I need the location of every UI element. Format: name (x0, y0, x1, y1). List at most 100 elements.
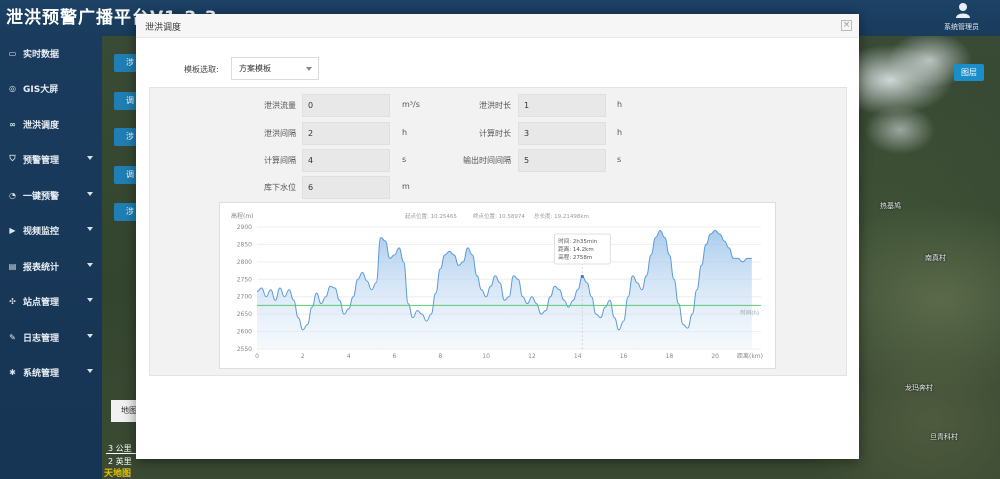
link-icon: ∞ (9, 119, 16, 129)
field-unit: m (402, 182, 410, 191)
chart-header-total: 总长度: 19.21498km (534, 212, 589, 220)
sidebar-item-label: GIS大屏 (23, 84, 59, 95)
x-tick-label: 8 (438, 353, 442, 360)
map-scale-bar (106, 453, 136, 454)
x-axis-label: 距离(km) (737, 352, 763, 360)
chevron-down-icon (87, 192, 93, 196)
water-level-label: 时间(h) (740, 308, 759, 316)
user-avatar-icon[interactable] (954, 1, 972, 19)
chevron-down-icon (306, 67, 312, 71)
log-icon: ✎ (9, 332, 16, 342)
x-tick-label: 18 (666, 353, 674, 360)
y-tick-label: 2600 (237, 329, 252, 336)
chevron-down-icon (87, 227, 93, 231)
sidebar-item-label: 实时数据 (23, 49, 60, 60)
x-tick-label: 2 (301, 353, 305, 360)
field-unit: h (617, 100, 623, 109)
duration-input[interactable]: 1 (518, 94, 606, 117)
field-label-calc-interval: 计算间隔 (264, 156, 296, 165)
template-select-value: 方案模板 (239, 64, 271, 73)
y-axis-label: 高程(m) (231, 212, 254, 220)
sidebar-item-label: 日志管理 (23, 333, 60, 344)
user-name[interactable]: 系统管理员 (944, 23, 979, 31)
sidebar-item[interactable]: ✱ 系统管理 (0, 362, 102, 382)
x-tick-label: 16 (620, 353, 628, 360)
field-label-duration: 泄洪时长 (479, 101, 511, 110)
sidebar (0, 0, 102, 479)
output-interval-input[interactable]: 5 (518, 149, 606, 172)
dialog-header: 泄洪调度 × (136, 14, 859, 38)
params-panel: 泄洪流量 0 m³/s 泄洪时长 1 h 泄洪间隔 2 h 计算时长 3 h 计… (149, 87, 847, 376)
x-tick-label: 10 (482, 353, 490, 360)
sidebar-item[interactable]: ▤ 报表统计 (0, 256, 102, 276)
layer-button[interactable]: 图层 (954, 64, 984, 81)
map-scale-mi: 2 英里 (108, 457, 132, 466)
sidebar-item-label: 视频监控 (23, 226, 60, 237)
x-tick-label: 12 (528, 353, 536, 360)
water-level-input[interactable]: 6 (302, 176, 390, 199)
interval-input[interactable]: 2 (302, 122, 390, 145)
map-place-label: 热基鸠 (880, 202, 901, 210)
bell-icon: ◔ (9, 190, 16, 200)
y-tick-label: 2750 (237, 276, 252, 283)
tooltip-line: 距离: 14.2km (558, 245, 593, 253)
tooltip-line: 时间: 2h35min (558, 237, 597, 245)
field-unit: h (402, 128, 408, 137)
sidebar-item-label: 一键预警 (23, 191, 60, 202)
sidebar-item[interactable]: ✣ 站点管理 (0, 291, 102, 311)
video-icon: ▶ (9, 225, 16, 235)
field-label-calc-duration: 计算时长 (479, 129, 511, 138)
y-tick-label: 2550 (237, 346, 252, 353)
tooltip-box (553, 233, 611, 265)
x-tick-label: 14 (574, 353, 582, 360)
sidebar-item-label: 站点管理 (23, 297, 60, 308)
field-unit: s (617, 155, 622, 164)
sidebar-item[interactable]: ✎ 日志管理 (0, 327, 102, 347)
elevation-chart[interactable]: 2550 2600 2650 2700 2750 2800 2850 2900 0 2 4 6 8 10 1… (219, 202, 776, 369)
field-unit: m³/s (402, 100, 420, 109)
y-tick-label: 2650 (237, 311, 252, 318)
dialog-title: 泄洪调度 (145, 23, 182, 33)
map-type-button[interactable]: 地图 (111, 400, 139, 422)
flood-dispatch-dialog: 泄洪调度 × 模板选取: 方案模板 泄洪流量 0 m³/s 泄洪时长 1 h 泄… (136, 14, 859, 459)
y-tick-label: 2700 (237, 294, 252, 301)
globe-icon: ◎ (9, 83, 16, 93)
sidebar-item-label: 预警管理 (23, 155, 60, 166)
sidebar-item[interactable]: ⛉ 预警管理 (0, 149, 102, 169)
elevation-area (257, 230, 752, 349)
chevron-down-icon (87, 369, 93, 373)
gear-icon: ✱ (9, 367, 16, 377)
close-icon[interactable]: × (841, 20, 852, 31)
x-tick-label: 6 (393, 353, 397, 360)
x-tick-label: 4 (347, 353, 351, 360)
chart-header-start: 起点位置: 10.25465 (405, 212, 457, 220)
chart-header-end: 终点位置: 10.58974 (473, 212, 525, 220)
template-select[interactable]: 方案模板 (231, 57, 319, 80)
discharge-input[interactable]: 0 (302, 94, 390, 117)
field-unit: s (402, 155, 407, 164)
sidebar-item-label: 系统管理 (23, 368, 60, 379)
shield-icon: ⛉ (9, 154, 16, 163)
calc-duration-input[interactable]: 3 (518, 122, 606, 145)
sidebar-item-label: 泄洪调度 (23, 120, 60, 131)
template-label: 模板选取: (184, 65, 219, 74)
map-place-label: 旦青科村 (930, 433, 958, 441)
elevation-chart-svg[interactable]: 2550 2600 2650 2700 2750 2800 2850 2900 0 2 4 6 8 10 1… (220, 203, 777, 370)
y-tick-label: 2850 (237, 241, 252, 248)
sidebar-item-label: 报表统计 (23, 262, 60, 273)
y-tick-label: 2900 (237, 224, 252, 231)
x-tick-label: 0 (255, 353, 259, 360)
sidebar-item[interactable]: ◎ GIS大屏 (0, 78, 102, 98)
sidebar-item[interactable]: ∞ 泄洪调度 (0, 114, 102, 134)
station-icon: ✣ (9, 296, 16, 306)
field-label-interval: 泄洪间隔 (264, 129, 296, 138)
field-unit: h (617, 128, 623, 137)
map-place-label: 南真村 (925, 254, 946, 262)
sidebar-item[interactable]: ◔ 一键预警 (0, 185, 102, 205)
map-provider-logo: 天地图 (104, 469, 132, 479)
chevron-down-icon (87, 334, 93, 338)
sidebar-item[interactable]: ▶ 视频监控 (0, 220, 102, 240)
calc-interval-input[interactable]: 4 (302, 149, 390, 172)
map-scale-km: 3 公里 (108, 444, 132, 453)
sidebar-item[interactable]: ▭ 实时数据 (0, 43, 102, 63)
